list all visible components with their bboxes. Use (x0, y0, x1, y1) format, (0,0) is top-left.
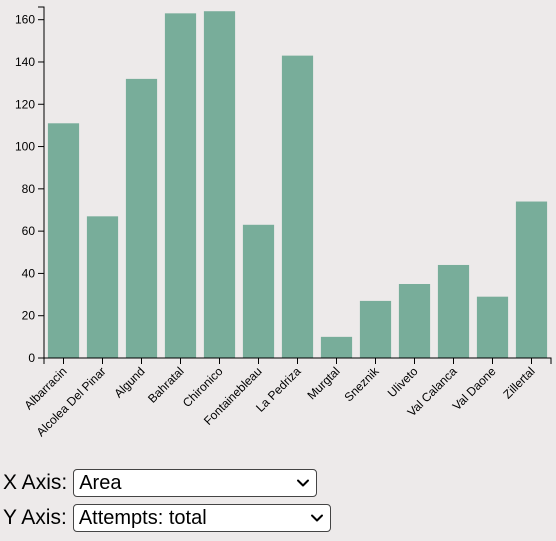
bar-sneznik (359, 300, 392, 358)
y-tick-label: 160 (15, 13, 35, 27)
x-tick-label: Sneznik (342, 364, 383, 405)
chevron-down-icon (310, 514, 323, 522)
x-axis-selected-value: Area (79, 471, 122, 494)
bar-zillertal (515, 201, 548, 358)
bar-chart: 0 20 40 60 80 100 120 140 160 AlbarracinAlcolea … (15, 6, 552, 439)
y-tick-label: 20 (22, 309, 36, 323)
x-tick-label: Val Daone (450, 364, 499, 413)
bar-fontainebleau (242, 224, 275, 358)
x-tick-label: Murgtal (304, 364, 342, 402)
y-axis: 0 20 40 60 80 100 120 140 160 (15, 6, 45, 365)
x-tick-label: Uliveto (385, 364, 421, 400)
bar-val-calanca (437, 264, 470, 358)
y-axis-selected-value: Attempts: total (78, 506, 207, 529)
x-tick-label: Zillertal (500, 364, 537, 401)
y-axis-line (38, 6, 45, 359)
x-axis-label: X Axis: (3, 471, 68, 494)
bar-uliveto (398, 283, 431, 358)
bar-algund (125, 78, 158, 358)
y-tick-label: 0 (28, 351, 35, 365)
y-axis-control: Y Axis: Attempts: total (3, 503, 331, 533)
bar-albarracin (47, 123, 80, 358)
bar-val-daone (476, 296, 509, 358)
y-tick-label: 120 (15, 97, 35, 111)
bar-la-pedriza (281, 55, 314, 358)
y-tick-label: 140 (15, 55, 35, 69)
bar-chironico (203, 11, 236, 359)
bars-group (47, 11, 548, 359)
y-tick-label: 80 (22, 182, 36, 196)
y-tick-label: 100 (15, 140, 35, 154)
x-axis-select[interactable]: Area (73, 469, 318, 497)
bar-murgtal (320, 336, 353, 358)
x-tick-label: Alcolea Del Pinar (34, 364, 109, 439)
bar-bahratal (164, 13, 197, 358)
x-axis-control: X Axis: Area (3, 468, 318, 498)
x-tick-label: Algund (111, 364, 147, 400)
y-axis-select[interactable]: Attempts: total (72, 504, 331, 532)
chevron-down-icon (297, 479, 310, 487)
y-tick-label: 40 (22, 266, 36, 280)
bar-alcolea-del-pinar (86, 216, 119, 358)
y-tick-label: 60 (22, 224, 36, 238)
y-axis-label: Y Axis: (3, 506, 67, 529)
